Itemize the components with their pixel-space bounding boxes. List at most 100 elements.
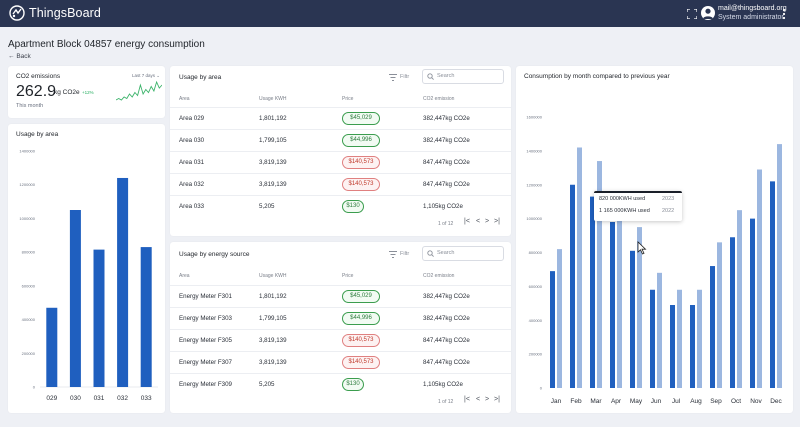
bar-oct-series-0[interactable] [730, 237, 735, 388]
next-page-icon[interactable]: > [485, 396, 490, 403]
cell-usage: 3,819,139 [259, 159, 287, 166]
co2-period-select[interactable]: Last 7 days ⌄ [132, 73, 160, 79]
bar-mar-series-0[interactable] [590, 196, 595, 388]
table-row[interactable]: Area 029 1,801,192 $45,029 382,447kg CO2e [170, 107, 511, 129]
table-row[interactable]: Energy Meter F301 1,801,192 $45,029 382,447… [170, 285, 511, 307]
bar-jul-series-1[interactable] [677, 289, 682, 388]
x-tick-label: 031 [94, 395, 105, 402]
last-page-icon[interactable]: >| [494, 218, 500, 225]
cell-usage: 1,801,192 [259, 293, 287, 300]
y-tick-label: 1000000 [526, 216, 542, 221]
search-input[interactable]: Search [422, 69, 504, 84]
usage-by-source-table-card: Usage by energy source Filtr Search Area… [170, 242, 511, 413]
x-tick-label: Apr [611, 398, 622, 405]
bar-feb-series-0[interactable] [570, 184, 575, 388]
cell-co2: 382,447kg CO2e [423, 293, 470, 300]
search-input[interactable]: Search [422, 246, 504, 261]
bar-sep-series-0[interactable] [710, 266, 715, 388]
bar-apr-series-0[interactable] [610, 222, 615, 388]
bar-nov-series-1[interactable] [757, 169, 762, 388]
cell-co2: 382,447kg CO2e [423, 137, 470, 144]
pager-label: 1 of 12 [438, 221, 454, 227]
bar-nov-series-0[interactable] [750, 218, 755, 388]
y-tick-label: 600000 [22, 283, 36, 288]
bar-030[interactable] [69, 210, 81, 387]
bar-may-series-0[interactable] [630, 250, 635, 388]
price-badge: $140,573 [342, 356, 380, 369]
table-row[interactable]: Energy Meter F309 5,205 $130 1,105kg CO2e [170, 373, 511, 395]
table-row[interactable]: Energy Meter F305 3,819,139 $140,573 847,44… [170, 329, 511, 351]
x-tick-label: 033 [141, 395, 152, 402]
bar-jul-series-0[interactable] [670, 305, 675, 388]
bar-031[interactable] [93, 249, 105, 387]
table-row[interactable]: Area 032 3,819,139 $140,573 847,447kg CO2e [170, 173, 511, 195]
filter-icon [389, 74, 397, 81]
prev-page-icon[interactable]: < [476, 218, 481, 225]
cell-name: Energy Meter F301 [179, 293, 232, 300]
search-placeholder: Search [437, 73, 455, 79]
x-tick-label: 030 [70, 395, 81, 402]
price-badge: $140,573 [342, 156, 380, 169]
bar-jun-series-0[interactable] [650, 289, 655, 388]
table-row[interactable]: Energy Meter F303 1,799,105 $44,996 382,447… [170, 307, 511, 329]
cell-usage: 1,799,105 [259, 315, 287, 322]
cell-co2: 847,447kg CO2e [423, 337, 470, 344]
y-tick-label: 1200000 [526, 182, 542, 187]
bar-may-series-1[interactable] [637, 227, 642, 388]
tooltip-line-current: 820 000KWH used [599, 196, 646, 202]
page-title: Apartment Block 04857 energy consumption [8, 39, 205, 50]
back-label: Back [16, 53, 31, 60]
filter-label: Filtr [400, 74, 410, 80]
bar-oct-series-1[interactable] [737, 210, 742, 388]
first-page-icon[interactable]: |< [464, 396, 470, 403]
bar-aug-series-0[interactable] [690, 305, 695, 388]
column-header-co2: CO2 emission [423, 273, 455, 279]
next-page-icon[interactable]: > [485, 218, 490, 225]
price-badge: $45,029 [342, 290, 380, 303]
chart-tooltip: 820 000KWH used 2023 1 165 000KWH used 2… [594, 191, 682, 221]
column-header-area: Area [179, 96, 190, 102]
bar-dec-series-1[interactable] [777, 144, 782, 388]
cell-co2: 847,447kg CO2e [423, 181, 470, 188]
bar-feb-series-1[interactable] [577, 147, 582, 388]
filter-button[interactable]: Filtr [389, 71, 423, 85]
cell-name: Area 031 [179, 159, 205, 166]
bar-032[interactable] [117, 177, 129, 387]
table-row[interactable]: Energy Meter F307 3,819,139 $140,573 847,44… [170, 351, 511, 373]
more-vert-icon[interactable] [781, 8, 787, 20]
first-page-icon[interactable]: |< [464, 218, 470, 225]
bar-sep-series-1[interactable] [717, 242, 722, 388]
prev-page-icon[interactable]: < [476, 396, 481, 403]
cell-co2: 847,447kg CO2e [423, 359, 470, 366]
bar-mar-series-1[interactable] [597, 161, 602, 388]
table-row[interactable]: Area 030 1,799,105 $44,996 382,447kg CO2e [170, 129, 511, 151]
last-page-icon[interactable]: >| [494, 396, 500, 403]
fullscreen-icon[interactable] [687, 9, 697, 19]
bar-aug-series-1[interactable] [697, 289, 702, 388]
bar-dec-series-0[interactable] [770, 181, 775, 388]
filter-label: Filtr [400, 251, 410, 257]
bar-jun-series-1[interactable] [657, 272, 662, 388]
monthly-chart-title: Consumption by month compared to previou… [524, 73, 670, 80]
bar-apr-series-1[interactable] [617, 211, 622, 388]
cell-name: Energy Meter F303 [179, 315, 232, 322]
bar-jan-series-0[interactable] [550, 271, 555, 388]
table-row[interactable]: Area 031 3,819,139 $140,573 847,447kg CO2e [170, 151, 511, 173]
cell-co2: 382,447kg CO2e [423, 315, 470, 322]
cell-name: Energy Meter F307 [179, 359, 232, 366]
price-badge: $140,573 [342, 178, 380, 191]
price-badge: $140,573 [342, 334, 380, 347]
table-row[interactable]: Area 033 5,205 $130 1,105kg CO2e [170, 195, 511, 217]
bar-033[interactable] [140, 247, 152, 387]
co2-sparkline [116, 80, 162, 101]
tooltip-accent [594, 191, 682, 193]
column-header-price: Price [342, 273, 354, 279]
user-avatar[interactable] [701, 6, 715, 20]
filter-button[interactable]: Filtr [389, 248, 423, 262]
bar-jan-series-1[interactable] [557, 249, 562, 388]
cell-usage: 3,819,139 [259, 359, 287, 366]
column-header-usage: Usage KWH [259, 273, 287, 279]
bar-029[interactable] [46, 307, 58, 387]
back-button[interactable]: ← Back [8, 53, 31, 60]
y-tick-label: 1200000 [19, 182, 35, 187]
